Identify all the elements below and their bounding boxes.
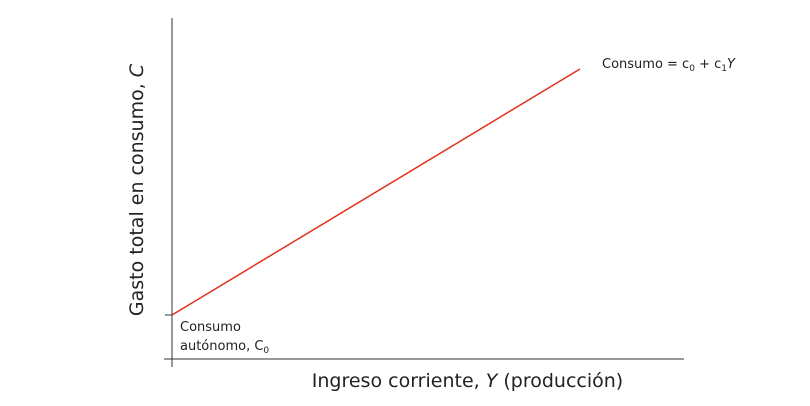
consumption-function-label: Consumo = c0 + c1Y <box>602 57 735 74</box>
consumption-line <box>171 68 581 316</box>
x-axis-label: Ingreso corriente, Y (producción) <box>311 370 624 392</box>
autonomous-consumption-label: Consumo autónomo, C0 <box>180 320 270 356</box>
y-axis-label: Gasto total en consumo, C <box>126 63 148 317</box>
